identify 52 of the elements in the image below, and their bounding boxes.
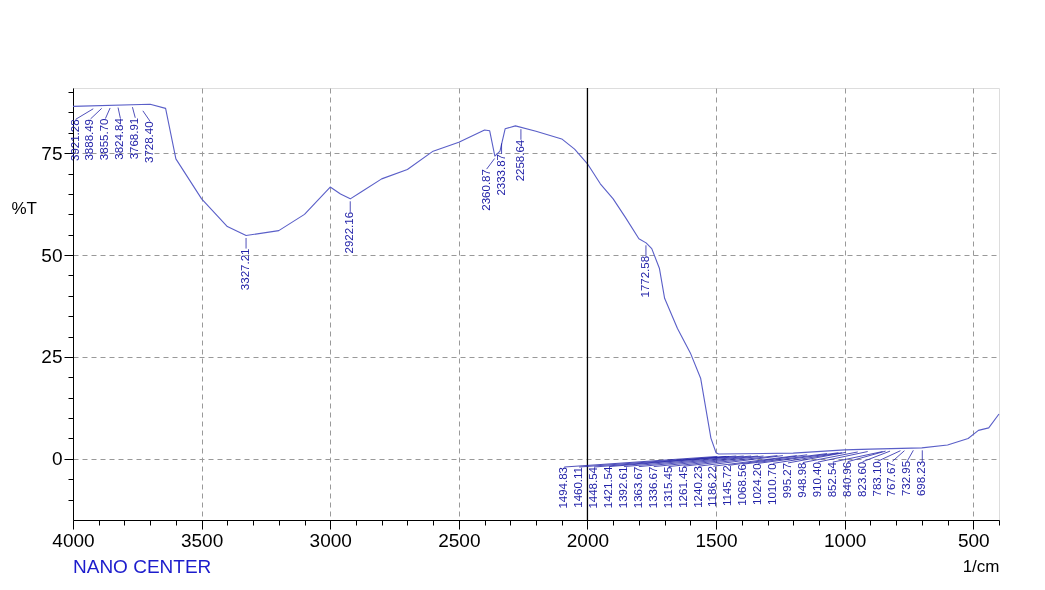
annotation: 1010.70	[766, 463, 779, 505]
annotation: 2333.87	[494, 154, 507, 196]
x-tick-label: 3000	[309, 529, 352, 551]
annotation: 1186.22	[706, 466, 719, 507]
annotation: 840.96	[840, 461, 853, 497]
x-tick-label: 4000	[52, 529, 95, 551]
annotation: 732.95	[900, 460, 913, 497]
annotation: 1448.54	[587, 466, 600, 509]
annotation: 3728.40	[143, 121, 156, 163]
annotation: 1772.58	[638, 255, 651, 298]
annotation: 3855.70	[98, 118, 111, 161]
x-tick-label: 1000	[824, 529, 867, 551]
y-tick-label: 25	[41, 346, 63, 368]
annotation: 1392.61	[616, 466, 629, 509]
x-tick-label: 3500	[180, 529, 224, 551]
x-axis-title: 1/cm	[962, 556, 1000, 576]
annotation: 1494.83	[557, 467, 570, 509]
annotation: 3824.84	[113, 117, 126, 160]
annotation: 995.27	[781, 462, 794, 499]
y-tick-label: 75	[41, 142, 63, 164]
annotation: 2922.16	[343, 211, 356, 254]
annotation: 3327.21	[239, 248, 252, 291]
annotation: 1315.45	[661, 466, 674, 509]
x-tick-label: 1500	[695, 529, 738, 551]
annotation: 2360.87	[479, 169, 492, 211]
annotation: 1240.23	[691, 466, 704, 508]
annotation: 823.60	[855, 461, 868, 497]
annotation: 1261.45	[676, 466, 689, 508]
y-tick-label: 0	[51, 448, 63, 470]
annotation: 3888.49	[83, 118, 96, 161]
annotation: 1336.67	[646, 466, 659, 509]
annotation: 1421.54	[601, 466, 614, 509]
annotation: 767.67	[885, 461, 898, 497]
text: NANO CENTER	[73, 556, 212, 577]
annotation: 1024.20	[751, 463, 764, 505]
annotation: 783.10	[870, 461, 883, 497]
y-tick-label: 50	[41, 244, 63, 266]
annotation: 3768.91	[128, 117, 141, 160]
annotation: 3921.28	[68, 119, 81, 161]
annotation: 1068.56	[736, 464, 749, 506]
annotation: 2258.64	[513, 139, 526, 182]
annotation: 1145.72	[721, 465, 734, 507]
annotation: 1363.67	[631, 466, 644, 509]
x-tick-label: 2500	[438, 529, 481, 551]
y-axis-title: %T	[11, 198, 37, 218]
annotation: 910.40	[810, 462, 823, 498]
x-tick-label: 500	[957, 529, 990, 551]
annotation: 1460.11	[572, 467, 585, 508]
x-tick-label: 2000	[566, 529, 610, 551]
annotation: 698.23	[915, 460, 928, 497]
annotation: 852.54	[825, 461, 838, 498]
annotation: 948.98	[795, 462, 808, 498]
